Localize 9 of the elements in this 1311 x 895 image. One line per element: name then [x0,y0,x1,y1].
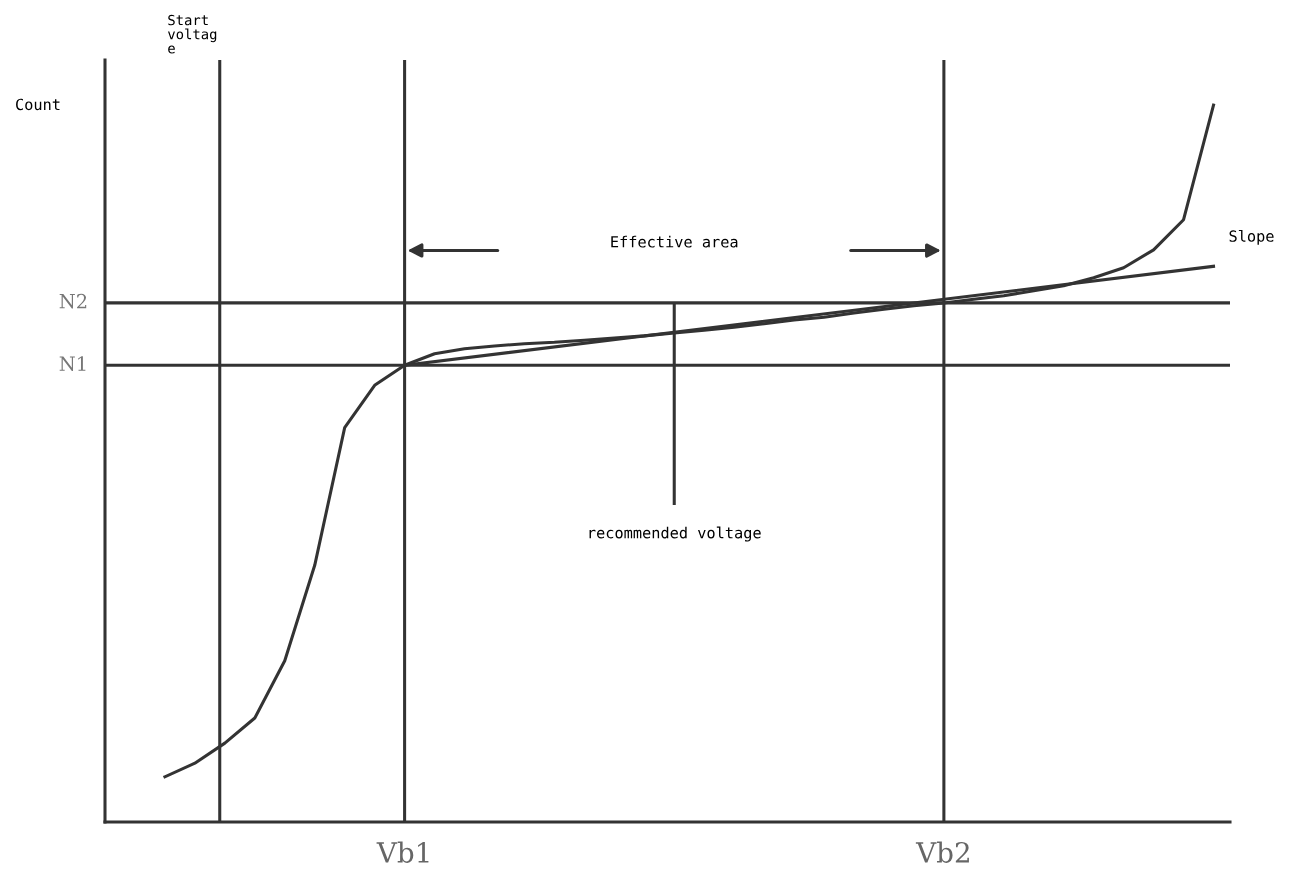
annotation: recommended voltage [589,526,761,542]
annotation: Slope [1229,229,1274,245]
y-axis-title: Count [16,98,60,111]
x-tick-label: Vb2 [915,841,969,863]
ref-line-label: N1 [59,356,86,371]
ref-line-label: N2 [59,293,87,309]
annotation: Effective area [611,235,738,248]
text: Start voltag e [168,14,217,54]
x-tick-label: Vb1 [376,841,429,863]
